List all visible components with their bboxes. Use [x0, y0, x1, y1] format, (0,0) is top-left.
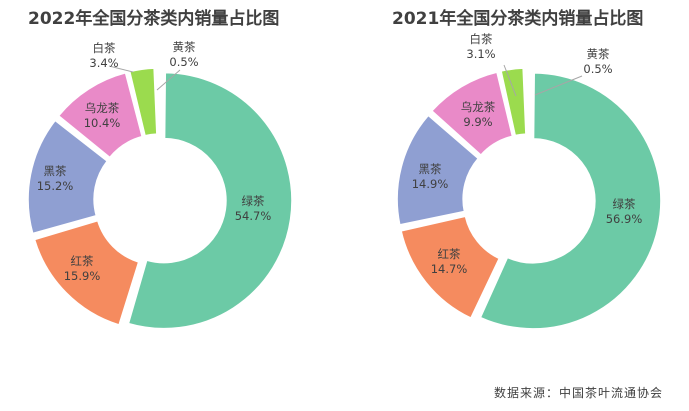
value-label-4: 3.4% — [89, 56, 118, 70]
value-label-0: 54.7% — [235, 209, 272, 223]
category-label-3: 乌龙茶 — [85, 101, 120, 115]
category-label-0: 绿茶 — [613, 197, 636, 211]
slice-2 — [396, 114, 480, 226]
slice-5 — [525, 67, 530, 135]
category-label-1: 红茶 — [438, 247, 461, 261]
value-label-3: 10.4% — [84, 116, 121, 130]
category-label-2: 黑茶 — [44, 164, 67, 178]
category-label-0: 绿茶 — [242, 194, 265, 208]
slice-0 — [127, 71, 293, 330]
value-label-5: 0.5% — [169, 55, 198, 69]
value-label-1: 14.7% — [431, 262, 468, 276]
value-label-2: 14.9% — [412, 177, 449, 191]
category-label-4: 白茶 — [93, 41, 116, 55]
value-label-4: 3.1% — [466, 47, 495, 61]
category-label-4: 白茶 — [470, 32, 493, 46]
chart-title-2021: 2021年全国分茶类内销量占比图 — [392, 9, 644, 29]
category-label-1: 红茶 — [71, 254, 94, 268]
leader-line-5 — [156, 69, 181, 91]
leader-line-4 — [503, 64, 517, 97]
slice-1 — [33, 219, 140, 326]
slice-0 — [479, 72, 662, 330]
value-label-1: 15.9% — [64, 269, 101, 283]
data-source-note: 数据来源：中国茶叶流通协会 — [493, 386, 663, 400]
value-label-2: 15.2% — [37, 179, 74, 193]
slice-5 — [156, 67, 161, 135]
slice-1 — [400, 215, 501, 320]
value-label-5: 0.5% — [583, 62, 612, 76]
chart-title-2022: 2022年全国分茶类内销量占比图 — [28, 9, 280, 29]
category-label-3: 乌龙茶 — [461, 100, 496, 114]
slice-2 — [27, 119, 109, 235]
slice-4 — [128, 67, 158, 137]
slice-3 — [430, 71, 514, 157]
value-label-0: 56.9% — [606, 212, 643, 226]
category-label-5: 黄茶 — [173, 40, 196, 54]
value-label-3: 9.9% — [463, 115, 492, 129]
slice-4 — [500, 67, 527, 137]
category-label-2: 黑茶 — [419, 162, 442, 176]
slice-3 — [57, 71, 144, 159]
leader-line-4 — [108, 65, 134, 73]
leader-line-5 — [534, 75, 583, 96]
category-label-5: 黄茶 — [587, 47, 610, 61]
